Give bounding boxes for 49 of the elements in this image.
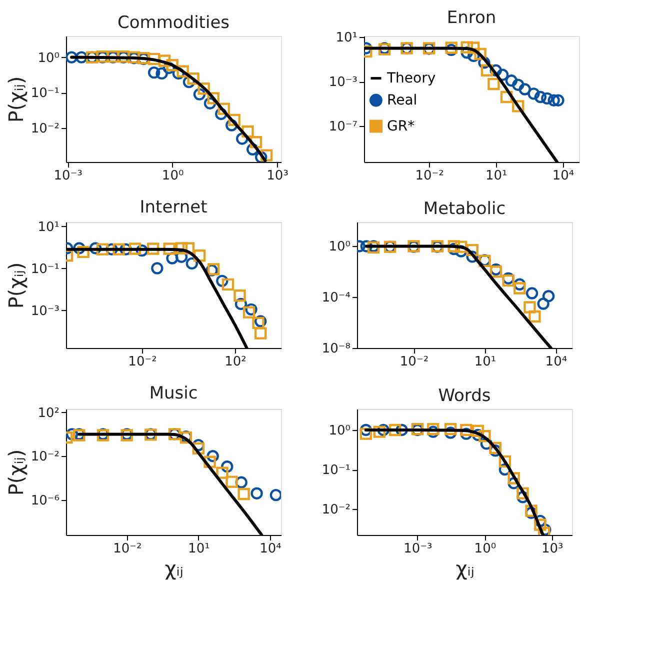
chart-title: Words bbox=[438, 386, 491, 406]
legend-label: Real bbox=[387, 92, 418, 108]
x-tick-label: 10⁻³ bbox=[54, 168, 82, 184]
x-tick-label: 10⁰ bbox=[474, 542, 496, 556]
x-tick-label: 10¹ bbox=[474, 354, 496, 370]
x-tick-label: 10⁴ bbox=[260, 542, 282, 556]
y-tick-label: 10⁻⁴ bbox=[322, 290, 350, 306]
y-tick-label: 10⁻² bbox=[30, 450, 60, 465]
x-tick-label: 10¹ bbox=[188, 542, 210, 556]
x-tick-label: 10² bbox=[224, 354, 246, 370]
legend-label: Theory bbox=[386, 70, 436, 86]
y-tick-label: 10¹ bbox=[38, 220, 60, 235]
chart-title: Metabolic bbox=[423, 199, 506, 219]
legend-label: GR* bbox=[387, 118, 415, 134]
y-tick-label: 10⁻¹ bbox=[30, 262, 60, 277]
y-axis-title: P(χᵢⱼ) bbox=[4, 449, 28, 496]
y-tick-label: 10⁻⁷ bbox=[328, 119, 358, 134]
y-tick-label: 10⁻¹ bbox=[322, 463, 350, 478]
y-tick-label: 10⁻³ bbox=[328, 75, 358, 90]
x-axis-title: χᵢⱼ bbox=[456, 556, 474, 580]
x-tick-label: 10⁻³ bbox=[404, 542, 432, 556]
y-tick-label: 10² bbox=[38, 406, 60, 421]
x-tick-label: 10³ bbox=[266, 168, 288, 184]
x-tick-label: 10³ bbox=[542, 542, 564, 556]
x-tick-label: 10¹ bbox=[485, 168, 508, 184]
x-tick-label: 10⁰ bbox=[162, 168, 184, 184]
y-tick-label: 10⁻² bbox=[322, 502, 350, 518]
chart-title: Enron bbox=[446, 8, 496, 28]
chart-title: Commodities bbox=[117, 13, 230, 33]
chart-title: Internet bbox=[140, 197, 208, 218]
y-tick-label: 10⁰ bbox=[328, 424, 350, 438]
y-tick-label: 10⁻⁶ bbox=[30, 493, 60, 508]
x-tick-label: 10⁴ bbox=[552, 168, 574, 184]
chart-title: Music bbox=[149, 383, 198, 404]
x-axis-title: χᵢⱼ bbox=[164, 556, 184, 580]
y-tick-label: 10⁻¹ bbox=[30, 86, 60, 102]
y-tick-label: 10⁻⁸ bbox=[322, 342, 350, 356]
x-tick-label: 10⁻² bbox=[128, 354, 157, 370]
x-tick-label: 10⁴ bbox=[545, 354, 568, 370]
x-tick-label: 10⁻² bbox=[113, 542, 142, 556]
x-tick-label: 10⁻² bbox=[400, 354, 429, 370]
y-tick-label: 10⁻² bbox=[30, 122, 60, 137]
y-tick-label: 10⁰ bbox=[328, 240, 350, 255]
y-tick-label: 10⁰ bbox=[38, 50, 60, 66]
y-axis-title: P(χᵢⱼ) bbox=[4, 262, 28, 309]
y-axis-title: P(χᵢⱼ) bbox=[4, 76, 28, 123]
y-tick-label: 10¹ bbox=[336, 30, 358, 46]
x-tick-label: 10⁻² bbox=[415, 168, 444, 184]
y-tick-label: 10⁻³ bbox=[30, 304, 60, 319]
